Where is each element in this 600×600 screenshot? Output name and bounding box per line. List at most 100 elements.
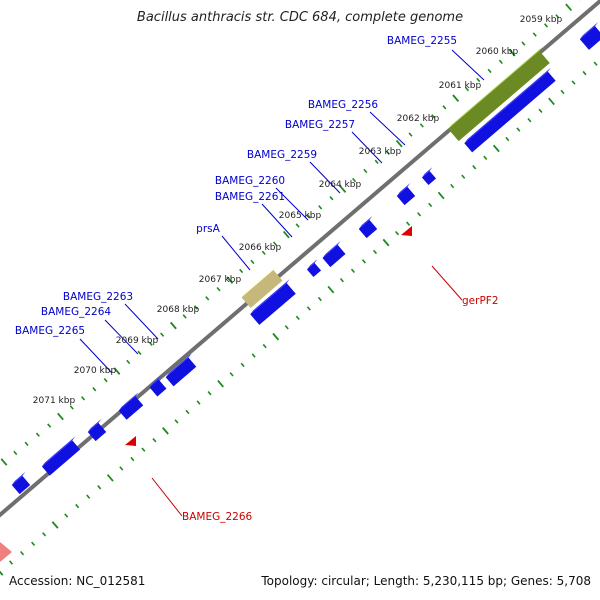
scale-label: 2064 kbp — [319, 180, 362, 190]
major-tick — [113, 367, 121, 375]
minor-tick — [141, 447, 146, 452]
forward-gene-block — [579, 26, 600, 50]
minor-tick — [295, 315, 300, 321]
forward-gene-block — [118, 396, 144, 420]
minor-tick — [20, 550, 25, 556]
minor-tick — [582, 70, 587, 76]
forward-gene-block — [149, 379, 167, 397]
genome-title: Bacillus anthracis str. CDC 684, complet… — [136, 10, 464, 25]
minor-tick — [472, 165, 477, 170]
minor-tick — [8, 560, 14, 565]
minor-tick — [538, 108, 543, 113]
minor-tick — [461, 174, 466, 179]
minor-tick — [417, 212, 422, 217]
forward-gene-block-top — [87, 418, 102, 432]
minor-tick — [137, 350, 142, 356]
forward-gene-block — [41, 440, 81, 476]
minor-tick — [207, 390, 212, 396]
scale-label: 2067 kbp — [199, 275, 242, 285]
minor-tick — [339, 278, 344, 283]
inner-scale-ticks — [0, 61, 598, 576]
reverse-gene-label: BAMEG_2266 — [182, 511, 253, 523]
minor-tick — [86, 494, 91, 499]
forward-gene-label: BAMEG_2255 — [387, 35, 457, 47]
minor-tick — [75, 503, 80, 509]
minor-tick — [126, 359, 131, 365]
minor-tick — [185, 409, 190, 415]
minor-tick — [571, 80, 576, 85]
minor-tick — [196, 400, 201, 405]
minor-tick — [119, 466, 124, 471]
scale-label: 2062 kbp — [397, 114, 440, 124]
forward-gene-block-top — [396, 182, 411, 196]
reverse-gene-marker — [401, 226, 412, 236]
highlight-bar-prsa — [241, 270, 283, 308]
major-tick — [217, 379, 225, 388]
forward-gene-label: BAMEG_2263 — [63, 291, 133, 303]
minor-tick — [372, 249, 378, 255]
forward-gene-label: BAMEG_2261 — [215, 191, 285, 203]
minor-tick — [532, 32, 537, 37]
minor-tick — [476, 77, 481, 83]
minor-tick — [148, 341, 153, 346]
minor-tick — [450, 183, 455, 189]
forward-gene-block-top — [421, 166, 433, 178]
scale-label: 2065 kbp — [279, 211, 322, 221]
minor-tick — [13, 450, 18, 456]
minor-tick — [318, 205, 323, 210]
minor-tick — [363, 168, 368, 174]
minor-tick — [317, 296, 322, 302]
minor-tick — [406, 221, 411, 226]
minor-tick — [516, 127, 521, 132]
minor-tick — [174, 419, 179, 424]
minor-tick — [69, 405, 74, 410]
genome-summary-text: Topology: circular; Length: 5,230,115 bp… — [261, 574, 591, 588]
minor-tick — [272, 241, 278, 246]
gene-labels: BAMEG_2255 BAMEG_2256 BAMEG_2257 BAMEG_2259… — [15, 35, 499, 523]
offscreen-reverse-gene — [0, 542, 12, 562]
minor-tick — [593, 61, 598, 66]
forward-gene-block — [11, 475, 31, 495]
forward-gene-block — [358, 219, 378, 239]
major-tick — [339, 185, 347, 193]
minor-tick — [361, 259, 367, 264]
minor-tick — [385, 150, 390, 155]
minor-tick — [24, 441, 29, 446]
minor-tick — [251, 353, 256, 358]
major-tick — [395, 139, 403, 148]
major-tick — [565, 3, 573, 11]
major-tick — [0, 458, 8, 466]
scale-label: 2059 kbp — [520, 15, 563, 25]
minor-tick — [431, 114, 436, 119]
reverse-callout-line — [431, 265, 463, 301]
minor-tick — [262, 343, 267, 349]
minor-tick — [239, 268, 244, 274]
minor-tick — [428, 202, 433, 208]
major-tick — [169, 321, 177, 330]
major-tick — [437, 191, 445, 200]
reverse-callout-line — [151, 477, 183, 517]
minor-tick — [240, 362, 245, 368]
scale-label: 2060 kbp — [476, 47, 519, 57]
minor-tick — [555, 14, 560, 19]
minor-tick — [527, 117, 532, 123]
minor-tick — [250, 259, 255, 265]
minor-tick — [152, 438, 157, 443]
minor-tick — [216, 286, 221, 292]
minor-tick — [92, 387, 97, 392]
reverse-gene-label: gerPF2 — [462, 295, 499, 307]
forward-gene-block — [322, 244, 346, 268]
forward-callout-line — [124, 303, 159, 340]
minor-tick — [464, 86, 470, 92]
minor-tick — [350, 268, 355, 273]
forward-gene-block-top — [579, 22, 599, 40]
forward-callout-line — [79, 338, 113, 374]
forward-gene-block-top — [118, 392, 139, 411]
scale-label: 2069 kbp — [116, 336, 159, 346]
major-tick — [0, 570, 4, 576]
scale-label: 2061 kbp — [439, 81, 482, 91]
major-tick — [327, 285, 335, 294]
forward-gene-block-top — [464, 67, 551, 144]
forward-gene-label: BAMEG_2259 — [247, 149, 317, 161]
